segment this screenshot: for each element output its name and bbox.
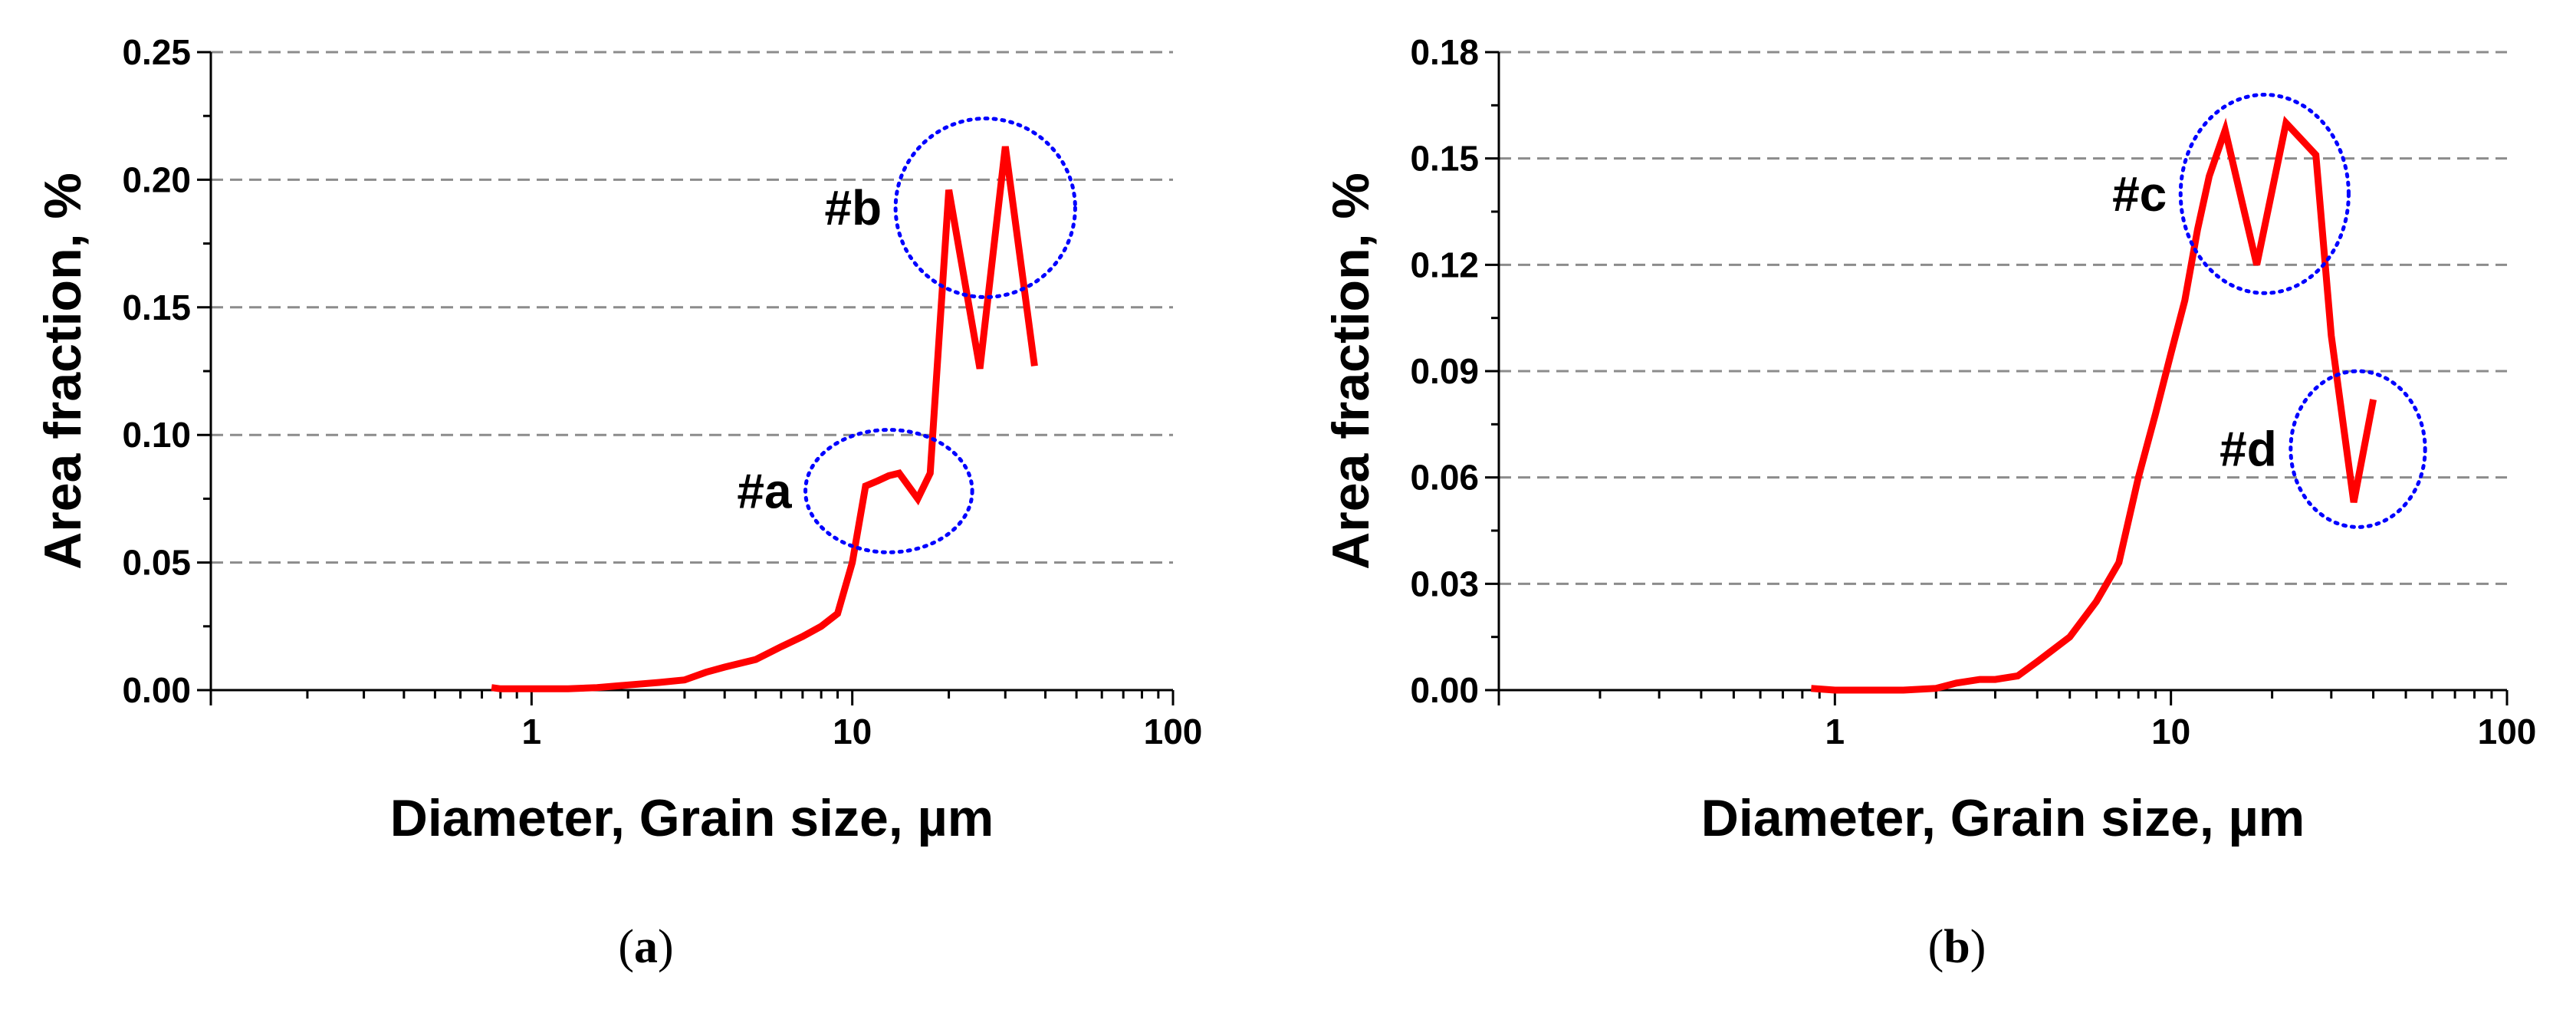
grid-lines xyxy=(211,51,1173,564)
y-tick-label: 0.06 xyxy=(1410,458,1479,498)
chart-b: 0.00 0.03 0.06 0.09 0.12 0.15 0.18 1 10 100 #c #d… xyxy=(1322,32,2537,973)
annotation-circle xyxy=(893,117,1077,299)
series-line xyxy=(491,146,1038,692)
y-tick-label: 0.09 xyxy=(1410,351,1479,391)
x-tick-labels: 1 10 100 xyxy=(1825,712,2537,751)
y-tick-label: 0.20 xyxy=(122,159,191,199)
annotation-label: #a xyxy=(737,463,792,518)
annotation-circle xyxy=(2288,369,2427,529)
y-tick-labels: 0.00 0.03 0.06 0.09 0.12 0.15 0.18 xyxy=(1410,32,1479,710)
panel-label-a: (a) xyxy=(618,921,673,973)
panel-label-b: (b) xyxy=(1928,921,1986,973)
annotations: #c #d xyxy=(2112,92,2427,529)
x-tick-labels: 1 10 100 xyxy=(522,712,1203,751)
annotation-circle xyxy=(803,428,974,554)
y-tick-label: 0.03 xyxy=(1410,564,1479,603)
x-tick-label: 100 xyxy=(2478,712,2537,751)
panel-label-close: ) xyxy=(658,921,674,973)
x-tick-label: 100 xyxy=(1144,712,1203,751)
series-group xyxy=(1811,115,2377,694)
grid-lines xyxy=(1499,51,2507,585)
y-tick-label: 0.18 xyxy=(1410,32,1479,72)
annotation-circle xyxy=(2178,92,2351,295)
panel-label-open: ( xyxy=(618,921,634,973)
annotation-label: #b xyxy=(824,180,882,235)
panel-label-close: ) xyxy=(1970,921,1986,973)
y-tick-labels: 0.00 0.05 0.10 0.15 0.20 0.25 xyxy=(122,32,191,710)
series-line xyxy=(1811,115,2377,694)
minor-ticks xyxy=(197,51,1175,705)
y-axis-title: Area fraction, % xyxy=(1322,173,1380,570)
chart-a: 0.00 0.05 0.10 0.15 0.20 0.25 1 10 100 #a #b Dia… xyxy=(34,32,1203,973)
y-axis-title: Area fraction, % xyxy=(34,173,92,570)
y-tick-label: 0.12 xyxy=(1410,245,1479,284)
panel-label-letter: a xyxy=(634,921,658,973)
y-tick-label: 0.25 xyxy=(122,32,191,72)
y-tick-label: 0.15 xyxy=(1410,139,1479,179)
x-tick-label: 1 xyxy=(1825,712,1845,751)
y-tick-label: 0.15 xyxy=(122,288,191,327)
figure-panel-b: 0.00 0.03 0.06 0.09 0.12 0.15 0.18 1 10 100 #c #d… xyxy=(1288,0,2576,1016)
y-tick-label: 0.00 xyxy=(1410,670,1479,710)
x-axis-title: Diameter, Grain size, µm xyxy=(1701,789,2305,847)
minor-ticks xyxy=(1485,51,2509,705)
axes xyxy=(209,52,1173,692)
series-group xyxy=(491,146,1038,692)
axes xyxy=(1497,52,2507,692)
x-tick-label: 10 xyxy=(2151,712,2190,751)
x-tick-label: 1 xyxy=(522,712,542,751)
annotation-label: #d xyxy=(2220,422,2277,477)
y-tick-label: 0.05 xyxy=(122,543,191,583)
y-tick-label: 0.10 xyxy=(122,415,191,455)
x-tick-label: 10 xyxy=(833,712,872,751)
panel-label-letter: b xyxy=(1944,921,1970,973)
panel-label-open: ( xyxy=(1928,921,1944,973)
x-axis-title: Diameter, Grain size, µm xyxy=(390,789,994,847)
annotation-label: #c xyxy=(2112,166,2167,222)
figure-panel-a: 0.00 0.05 0.10 0.15 0.20 0.25 1 10 100 #a #b Dia… xyxy=(34,32,1203,973)
annotations: #a #b xyxy=(737,117,1077,554)
y-tick-label: 0.00 xyxy=(122,670,191,710)
